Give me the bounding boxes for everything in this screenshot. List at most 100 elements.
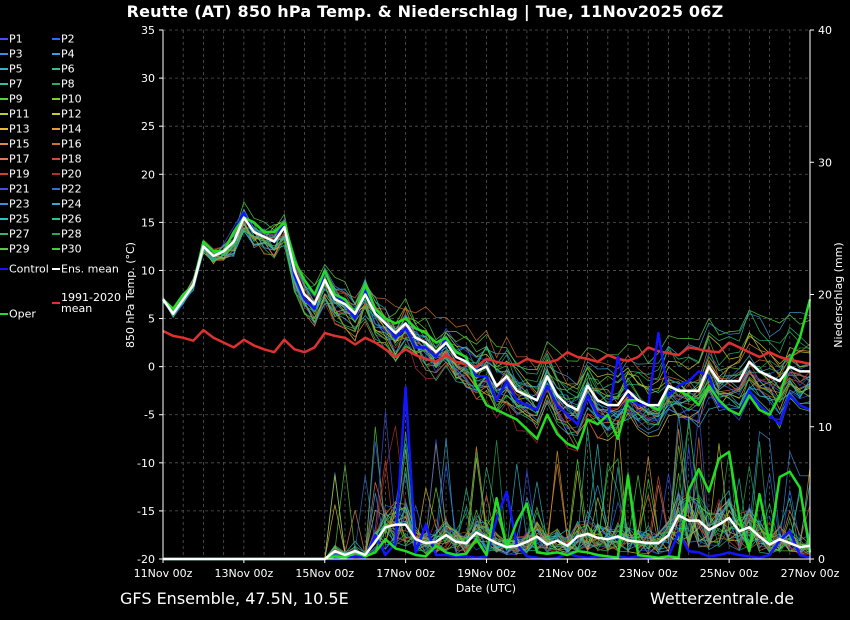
- legend-swatch: [0, 113, 8, 115]
- y-axis-label: 850 hPa Temp. (°C): [124, 242, 137, 348]
- legend-label: Control: [9, 262, 49, 275]
- legend-swatch: [52, 233, 60, 235]
- y-tick-label: 20: [141, 168, 155, 181]
- x-tick-label: 15Nov 00z: [295, 567, 354, 580]
- legend-label: P5: [9, 62, 23, 76]
- legend-swatch: [0, 188, 8, 190]
- temp-line-ens-mean: [161, 216, 810, 412]
- y-tick-labels: -20 -15 -10 -5 0 5 10 15 20 25 30 35: [137, 24, 163, 566]
- legend-swatch: [0, 158, 8, 160]
- legend-swatch: [0, 38, 8, 40]
- legend-swatch: [0, 83, 8, 85]
- legend-swatch: [52, 68, 60, 70]
- legend-item: 1991-2020 mean: [52, 292, 131, 314]
- legend-item: P11: [0, 107, 30, 121]
- x-tick-label: 11Nov 00z: [134, 567, 193, 580]
- legend-item: Ens. mean: [52, 262, 119, 275]
- legend-swatch: [0, 218, 8, 220]
- legend-swatch: [0, 143, 8, 145]
- legend-swatch: [52, 203, 60, 205]
- y-right-tick-label: 10: [818, 421, 832, 434]
- legend-label: P18: [61, 152, 82, 166]
- member-temp-line: [162, 208, 811, 432]
- legend-swatch: [52, 218, 60, 220]
- legend-label: P4: [61, 47, 75, 61]
- legend-swatch: [52, 98, 60, 100]
- legend-item: P3: [0, 47, 23, 61]
- y-tick-label: 15: [141, 216, 155, 229]
- footer-site: Wetterzentrale.de: [650, 589, 795, 608]
- legend-item: P24: [52, 197, 82, 211]
- legend-swatch: [52, 301, 60, 304]
- legend-label: P11: [9, 107, 30, 121]
- member-temp-line: [162, 228, 811, 415]
- legend-label: P24: [61, 197, 82, 211]
- legend-swatch: [0, 98, 8, 100]
- legend-item: P22: [52, 182, 82, 196]
- legend-label: P14: [61, 122, 82, 136]
- legend-label: P17: [9, 152, 30, 166]
- legend-swatch: [0, 312, 8, 315]
- legend-item: P15: [0, 137, 30, 151]
- temp-line-1991-2020-mean: [162, 328, 811, 368]
- legend-label: Oper: [9, 307, 36, 320]
- legend-item: P25: [0, 212, 30, 226]
- legend-item: P13: [0, 122, 30, 136]
- y-right-tick-label: 20: [818, 289, 832, 302]
- x-tick-label: 27Nov 00z: [781, 567, 840, 580]
- legend-swatch: [52, 188, 60, 190]
- footer-model: GFS Ensemble, 47.5N, 10.5E: [120, 589, 349, 608]
- legend-label: P29: [9, 242, 30, 256]
- legend-swatch: [52, 53, 60, 55]
- legend-label: P9: [9, 92, 23, 106]
- legend-item: P12: [52, 107, 82, 121]
- y-tick-label: -15: [137, 505, 155, 518]
- legend-item: Oper: [0, 307, 36, 320]
- legend-label: P22: [61, 182, 82, 196]
- legend-swatch: [0, 68, 8, 70]
- y-right-tick-label: 30: [818, 156, 832, 169]
- legend-swatch: [52, 128, 60, 130]
- legend-item: P16: [52, 137, 82, 151]
- x-axis-label: Date (UTC): [456, 582, 516, 595]
- legend-label: P6: [61, 62, 75, 76]
- member-temp-line: [162, 220, 811, 385]
- chart-title: Reutte (AT) 850 hPa Temp. & Niederschlag…: [126, 2, 724, 21]
- x-tick-label: 25Nov 00z: [700, 567, 759, 580]
- legend-swatch: [0, 128, 8, 130]
- legend-item: P29: [0, 242, 30, 256]
- legend-label: P25: [9, 212, 30, 226]
- x-tick-label: 13Nov 00z: [215, 567, 274, 580]
- legend-swatch: [52, 83, 60, 85]
- legend-label: 1991-2020 mean: [61, 290, 121, 315]
- x-tick-labels: 11Nov 00z 13Nov 00z 15Nov 00z 17Nov 00z 19No…: [134, 559, 840, 580]
- x-tick-label: 21Nov 00z: [538, 567, 597, 580]
- y-tick-label: 30: [141, 72, 155, 85]
- legend-item: P17: [0, 152, 30, 166]
- x-tick-label: 17Nov 00z: [376, 567, 435, 580]
- legend-label: Ens. mean: [61, 262, 119, 275]
- member-temp-line: [162, 200, 811, 371]
- legend: P1 P2 P3 P4 P5 P6 P7 P8 P9 P10 P11 P12 P13 P14 P15 P16 P…: [0, 30, 140, 320]
- legend-label: P7: [9, 77, 23, 91]
- legend-item: P8: [52, 77, 75, 91]
- legend-item: P23: [0, 197, 30, 211]
- legend-swatch: [52, 248, 60, 250]
- legend-label: P16: [61, 137, 82, 151]
- y-tick-label: -20: [137, 553, 155, 566]
- legend-item: P14: [52, 122, 82, 136]
- grid: [162, 29, 811, 560]
- legend-swatch: [52, 38, 60, 40]
- legend-item: P5: [0, 62, 23, 76]
- legend-label: P19: [9, 167, 30, 181]
- member-temp-line: [162, 230, 811, 446]
- legend-item: P2: [52, 32, 75, 46]
- legend-label: P21: [9, 182, 30, 196]
- legend-swatch: [0, 248, 8, 250]
- y-tick-label: 5: [148, 313, 155, 326]
- y-tick-label: -5: [144, 409, 155, 422]
- y-right-tick-label: 0: [818, 553, 825, 566]
- legend-swatch: [52, 267, 60, 270]
- legend-item: P18: [52, 152, 82, 166]
